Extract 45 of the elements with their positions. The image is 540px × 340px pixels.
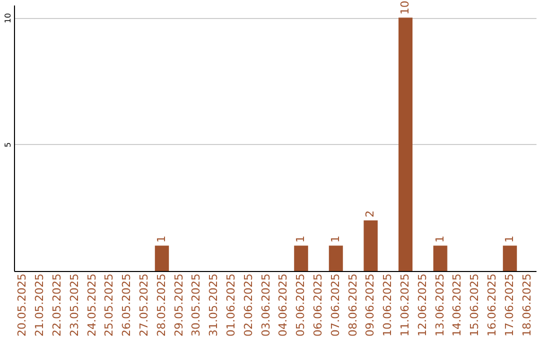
x-tick-label: 17.06.2025 — [502, 274, 516, 336]
data-label: 1 — [294, 236, 308, 243]
x-tick-label: 08.06.2025 — [346, 274, 360, 336]
x-tick-label: 10.06.2025 — [381, 274, 394, 336]
x-tick-label: 20.05.2025 — [16, 274, 29, 336]
x-tick-label: 21.05.2025 — [33, 274, 46, 336]
x-tick-label: 14.06.2025 — [450, 274, 464, 336]
x-tick-label: 31.05.2025 — [207, 274, 220, 336]
x-tick-label: 26.05.2025 — [120, 274, 134, 336]
x-tick-label: 22.05.2025 — [50, 274, 64, 336]
x-tick-label: 30.05.2025 — [190, 274, 203, 336]
x-tick-label: 03.06.2025 — [259, 274, 272, 336]
bar — [398, 18, 412, 271]
x-tick-label: 07.06.2025 — [328, 274, 342, 336]
bar — [154, 246, 169, 271]
x-tick-label: 01.06.2025 — [224, 274, 238, 336]
x-tick-label: 18.06.2025 — [520, 274, 534, 336]
bar — [364, 220, 378, 271]
bar — [328, 246, 343, 271]
y-tick-label: 5 — [4, 142, 12, 148]
data-label: 1 — [502, 236, 516, 243]
x-tick-label: 24.05.2025 — [85, 274, 98, 336]
x-tick-label: 28.05.2025 — [154, 274, 168, 336]
x-tick-label: 05.06.2025 — [294, 274, 308, 336]
x-tick-label: 09.06.2025 — [364, 274, 377, 336]
x-tick-label: 29.05.2025 — [172, 274, 186, 336]
x-tick-label: 15.06.2025 — [468, 274, 482, 336]
data-label: 2 — [364, 210, 377, 218]
x-tick-label: 13.06.2025 — [433, 274, 446, 336]
x-tick-label: 25.05.2025 — [102, 274, 116, 336]
x-tick-label: 06.06.2025 — [312, 274, 324, 336]
x-tick-label: 12.06.2025 — [416, 274, 429, 336]
x-tick-label: 16.06.2025 — [486, 274, 498, 336]
bar — [502, 246, 517, 271]
data-label: 1 — [433, 236, 446, 243]
data-label: 1 — [154, 236, 168, 243]
x-tick-label: 27.05.2025 — [138, 274, 150, 336]
x-tick-label: 11.06.2025 — [398, 274, 412, 336]
x-tick-label: 04.06.2025 — [276, 274, 290, 336]
x-tick-label: 23.05.2025 — [68, 274, 81, 336]
x-tick-label: 02.06.2025 — [242, 274, 255, 336]
bar — [433, 246, 448, 271]
bar — [294, 246, 308, 271]
data-label: 10 — [398, 0, 412, 15]
data-label: 1 — [328, 236, 342, 243]
